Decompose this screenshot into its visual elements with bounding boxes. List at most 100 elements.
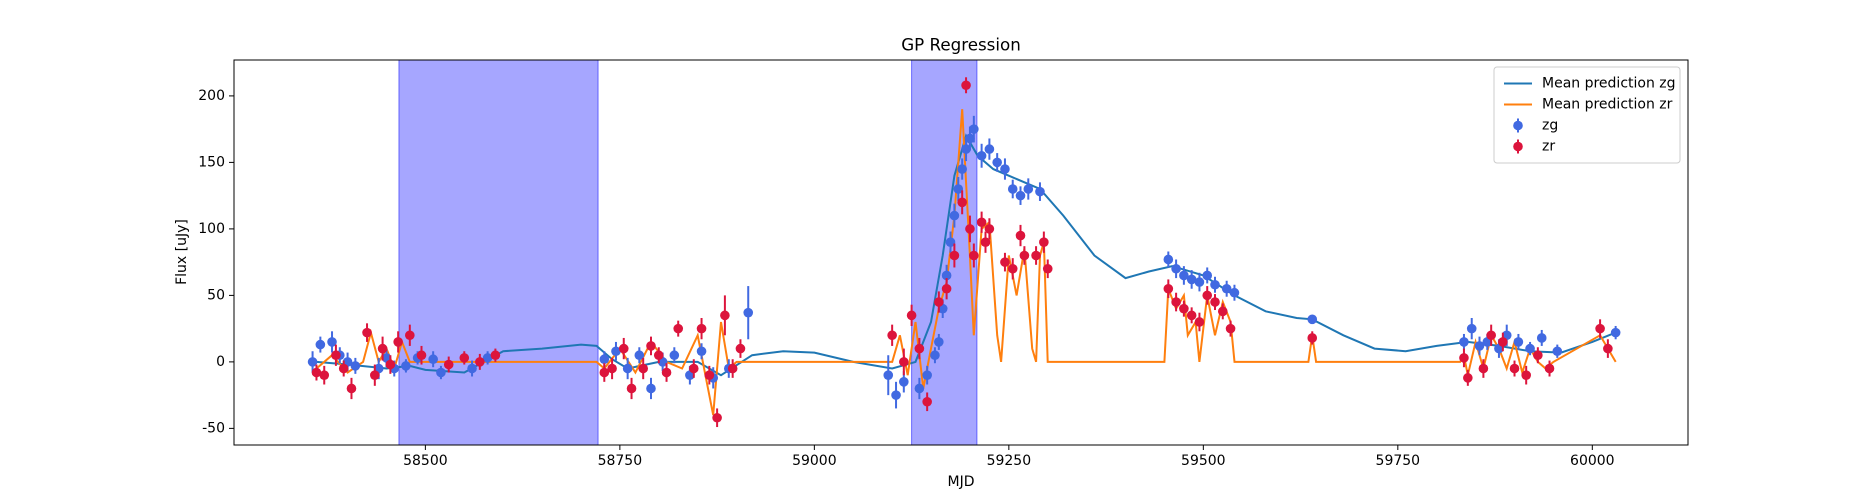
- data-point: [1179, 303, 1189, 314]
- data-point: [976, 217, 987, 228]
- data-point: [945, 237, 956, 247]
- x-tick-label: 59000: [792, 453, 837, 469]
- data-point: [1000, 164, 1010, 174]
- data-point: [1498, 337, 1508, 347]
- data-point: [1509, 363, 1520, 374]
- y-tick-label: 150: [198, 154, 225, 170]
- data-point: [1007, 263, 1018, 274]
- data-point: [1202, 270, 1213, 281]
- plot-area: [307, 60, 1621, 445]
- data-point: [1221, 283, 1232, 294]
- data-point: [934, 337, 944, 347]
- data-point: [914, 343, 925, 354]
- data-point: [377, 343, 388, 354]
- y-tick-label: 100: [198, 221, 225, 237]
- chart-title: GP Regression: [901, 35, 1021, 55]
- data-point: [1474, 341, 1485, 351]
- data-point: [965, 133, 975, 144]
- data-point: [899, 377, 909, 387]
- data-point: [599, 354, 610, 365]
- data-point: [1603, 343, 1613, 354]
- data-point: [611, 346, 621, 357]
- legend-box: [1493, 66, 1681, 164]
- data-point: [1039, 237, 1049, 247]
- data-point: [965, 224, 975, 234]
- legend-marker: [1513, 120, 1523, 131]
- data-point: [696, 346, 707, 357]
- x-tick-label: 60000: [1570, 453, 1615, 469]
- data-point: [984, 144, 995, 154]
- data-point: [949, 210, 960, 221]
- x-tick-label: 58500: [403, 453, 448, 469]
- data-point: [1595, 323, 1605, 334]
- y-tick-label: 200: [198, 88, 225, 104]
- data-point: [735, 343, 746, 354]
- data-point: [1544, 363, 1555, 374]
- data-point: [490, 350, 501, 361]
- data-point: [482, 353, 493, 363]
- data-point: [327, 337, 337, 347]
- data-point: [428, 354, 438, 365]
- data-point: [653, 350, 664, 361]
- data-point: [688, 363, 699, 374]
- data-point: [1229, 287, 1240, 298]
- data-point: [696, 323, 707, 334]
- data-point: [1019, 250, 1030, 261]
- data-point: [1023, 184, 1034, 194]
- data-point: [980, 237, 991, 247]
- data-point: [1459, 353, 1469, 363]
- data-point: [906, 310, 917, 321]
- data-point: [661, 367, 672, 378]
- x-axis-label: MJD: [948, 474, 975, 490]
- data-point: [1552, 346, 1563, 357]
- plot-frame: [233, 59, 1689, 446]
- data-point: [1513, 337, 1524, 347]
- y-tick-label: 0: [216, 354, 225, 370]
- data-point: [1466, 323, 1477, 334]
- data-point: [976, 150, 987, 161]
- data-point: [443, 359, 454, 370]
- data-point: [1210, 279, 1220, 290]
- data-point: [307, 357, 318, 367]
- data-point: [673, 323, 684, 334]
- data-point: [957, 164, 967, 174]
- data-point: [1035, 186, 1045, 197]
- legend-marker: [1513, 141, 1523, 152]
- data-point: [1007, 184, 1018, 194]
- data-point: [362, 327, 372, 338]
- data-point: [891, 390, 901, 400]
- data-point: [1186, 310, 1197, 321]
- data-point: [638, 363, 649, 374]
- data-point: [1179, 270, 1189, 281]
- data-point: [1186, 274, 1197, 285]
- legend-label: Mean prediction zg: [1542, 76, 1676, 92]
- data-point: [319, 370, 330, 380]
- data-point: [727, 363, 738, 374]
- data-point: [922, 396, 932, 407]
- data-point: [401, 361, 411, 371]
- data-point: [459, 353, 470, 363]
- data-point: [914, 383, 925, 394]
- data-point: [922, 370, 932, 380]
- data-point: [1031, 250, 1041, 261]
- data-point: [1015, 230, 1026, 241]
- data-point: [467, 363, 477, 374]
- data-point: [331, 350, 341, 361]
- data-point: [957, 197, 967, 208]
- y-axis-label: Flux [uJy]: [174, 219, 190, 285]
- data-point: [626, 383, 637, 394]
- data-point: [887, 330, 897, 341]
- legend-label: zg: [1542, 118, 1558, 134]
- data-point: [1478, 363, 1489, 374]
- data-point: [646, 383, 656, 394]
- x-tick-label: 58750: [598, 453, 643, 469]
- data-point: [1163, 254, 1174, 265]
- data-point: [992, 157, 1002, 168]
- data-point: [393, 337, 403, 347]
- x-tick-label: 59750: [1376, 453, 1421, 469]
- data-point: [1463, 373, 1473, 383]
- data-point: [1171, 263, 1181, 274]
- data-point: [350, 361, 361, 371]
- data-point: [712, 412, 722, 423]
